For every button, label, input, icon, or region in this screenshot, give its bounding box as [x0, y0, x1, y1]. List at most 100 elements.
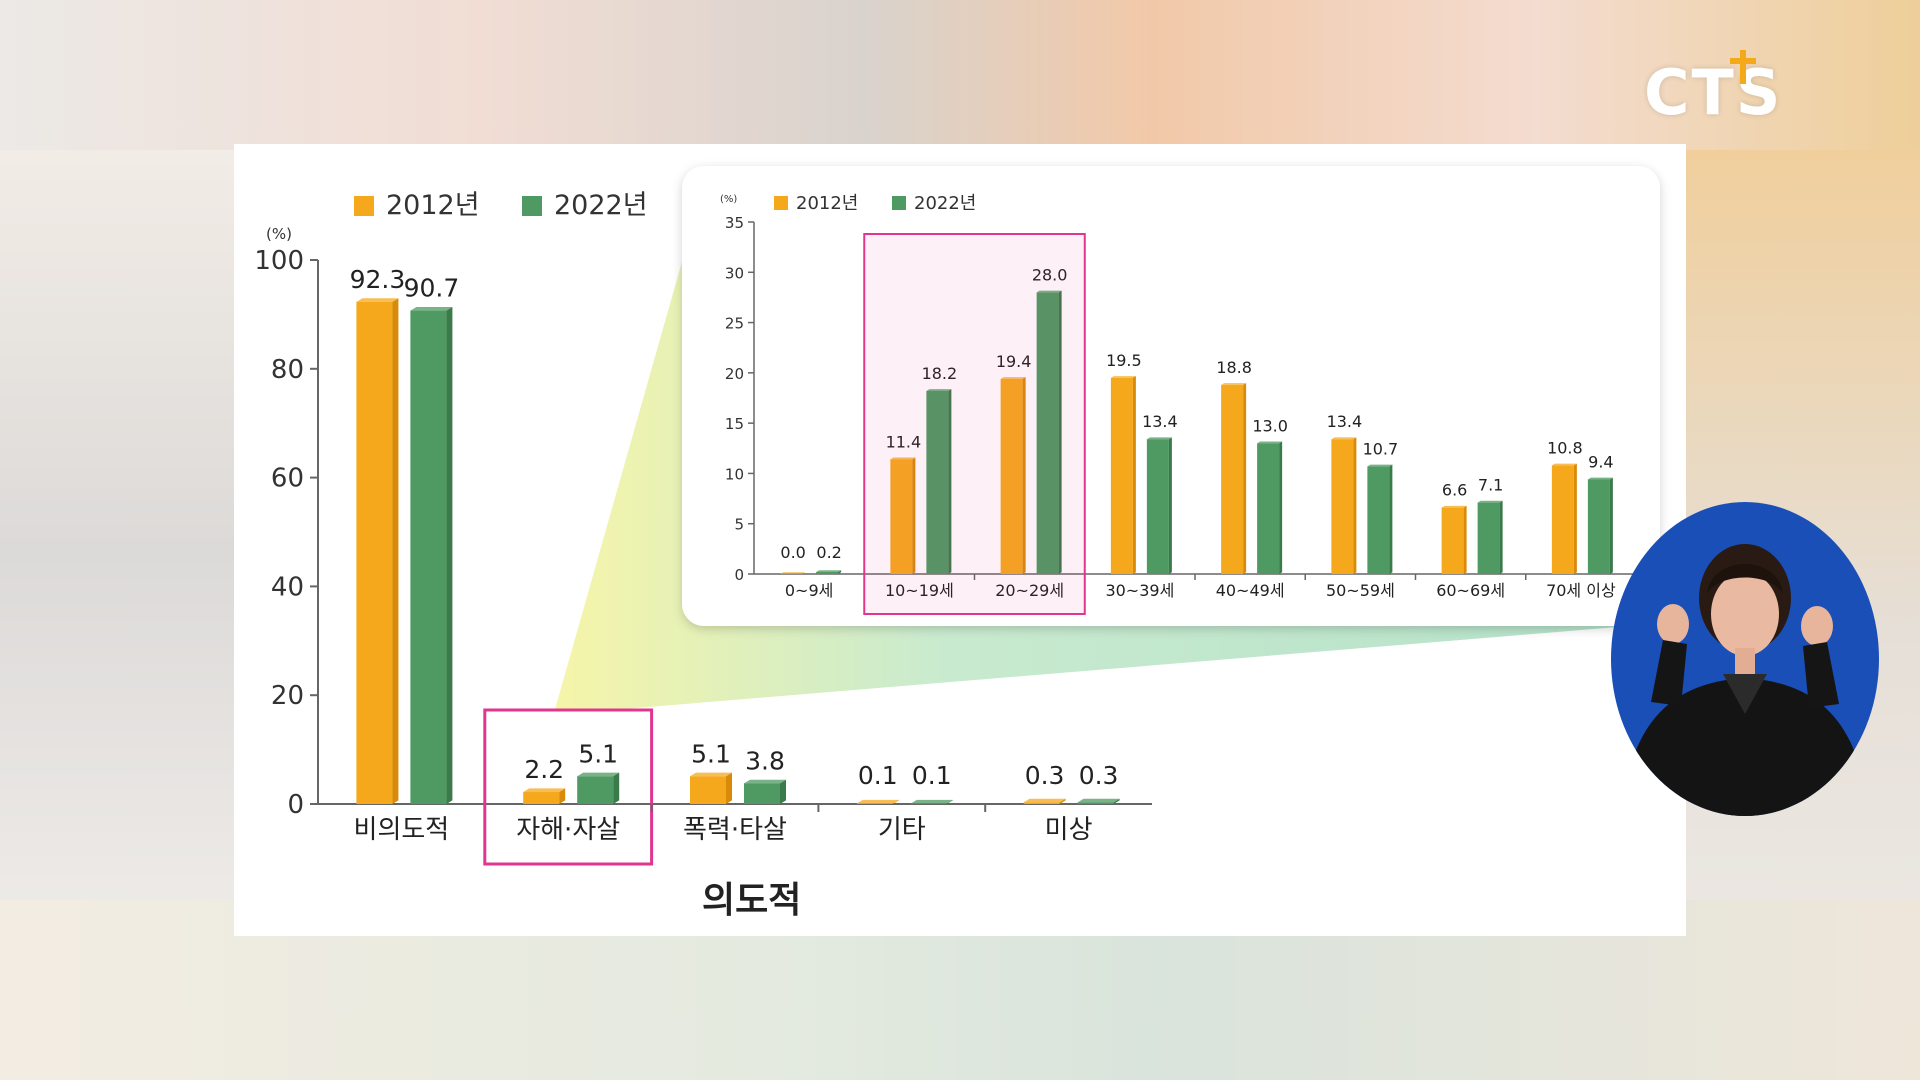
bar-2012년-폭력·타살 [690, 772, 732, 804]
inset-bar-2022년-10~19세-top [926, 389, 952, 391]
inset-bar-2022년-10~19세 [926, 389, 952, 574]
inset-bar-2012년-10~19세-top [890, 457, 916, 460]
chart-canvas: 2012년 2022년(%)02040608010092.390.7비의도적2.2… [254, 166, 1660, 921]
inset-x-tick-label: 70세 이상 [1546, 581, 1616, 600]
inset-chart: 2012년 2022년 (%) 0 5 10 15 20 25 30 35 0.0 0.2 0~9세 11.… [682, 166, 1660, 626]
data-label: 5.1 [691, 739, 731, 768]
inset-data-label: 18.2 [922, 364, 958, 383]
inset-x-tick-label: 40~49세 [1216, 581, 1285, 600]
x-tick-label: 비의도적 [354, 815, 450, 845]
bar-2022년-폭력·타살-side [780, 779, 786, 804]
logo-text: CTS [1644, 56, 1783, 129]
bar-2022년-미상-top [1077, 798, 1120, 803]
data-label: 5.1 [578, 739, 618, 768]
bar-2022년-비의도적 [410, 306, 453, 804]
inset-y-tick-label: 35 [725, 214, 744, 232]
inset-x-tick-label: 10~19세 [885, 581, 954, 600]
bar-2022년-기타-side [946, 799, 953, 804]
inset-x-tick-label: 30~39세 [1105, 581, 1174, 600]
y-tick-label: 20 [271, 681, 304, 711]
inset-data-label: 9.4 [1588, 452, 1613, 471]
inset-data-label: 11.4 [886, 432, 922, 451]
inset-y-axis-unit: (%) [720, 194, 737, 205]
inset-bar-2022년-70세 이상-face [1587, 479, 1610, 574]
inset-bar-2012년-20~29세-side [1022, 377, 1026, 574]
bar-2022년-폭력·타살-top [744, 779, 786, 784]
data-label: 0.3 [1025, 761, 1065, 790]
inset-highlight-box [863, 233, 1086, 615]
bar-2022년-자해·자살-face [577, 776, 614, 804]
cross-icon [1730, 50, 1756, 94]
bar-2022년-자해·자살 [577, 772, 620, 804]
inset-y-tick-label: 5 [734, 516, 744, 534]
inset-bar-2022년-0~9세-face [816, 571, 839, 574]
inset-bar-2012년-0~9세-top [780, 572, 806, 574]
inset-bar-2012년-10~19세-side [912, 457, 916, 574]
inset-legend-label: 2012년 [796, 193, 858, 214]
broadcaster-logo: CTS [1644, 50, 1784, 136]
inset-data-label: 0.2 [816, 543, 841, 562]
bar-2012년-미상-face [1023, 802, 1060, 804]
y-tick-label: 80 [271, 355, 304, 385]
data-label: 90.7 [404, 274, 460, 303]
background-left-band [0, 150, 240, 950]
legend-label: 2012년 [386, 190, 480, 221]
inset-x-tick-label: 0~9세 [785, 581, 834, 600]
inset-data-label: 7.1 [1478, 476, 1503, 495]
inset-data-label: 18.8 [1216, 358, 1252, 377]
inset-data-label: 13.0 [1252, 416, 1288, 435]
inset-bar-2022년-50~59세-side [1389, 464, 1393, 574]
data-label: 0.3 [1079, 761, 1119, 790]
inset-bar-2022년-50~59세 [1367, 464, 1393, 574]
inset-bar-2012년-70세 이상-top [1551, 463, 1577, 466]
bar-2012년-기타-side [892, 799, 899, 804]
inset-bar-2022년-40~49세 [1257, 441, 1283, 574]
data-label: 3.8 [745, 746, 785, 775]
inset-data-label: 0.0 [780, 543, 805, 562]
inset-bar-2012년-20~29세-top [1000, 377, 1026, 379]
inset-bar-2022년-60~69세-side [1499, 500, 1503, 574]
bar-2022년-미상 [1077, 798, 1120, 804]
inset-data-label: 13.4 [1327, 412, 1363, 431]
bar-2022년-미상-side [1113, 798, 1120, 804]
bar-2022년-비의도적-top [410, 306, 453, 311]
inset-bar-2022년-50~59세-face [1367, 466, 1390, 574]
inset-bar-2012년-70세 이상-side [1573, 463, 1577, 574]
inset-bar-2012년-30~39세 [1110, 376, 1136, 574]
inset-bar-2012년-60~69세-face [1441, 507, 1464, 574]
inset-highlight-fill [864, 234, 1085, 614]
inset-bar-2012년-60~69세-side [1463, 505, 1467, 574]
bar-2012년-폭력·타살-face [690, 776, 726, 804]
bar-2012년-기타 [856, 799, 899, 804]
inset-legend-label: 2022년 [914, 193, 976, 214]
inset-bar-2012년-30~39세-face [1110, 377, 1133, 574]
inset-bar-2012년-40~49세 [1221, 383, 1247, 574]
y-tick-label: 100 [254, 246, 304, 276]
inset-bar-2022년-20~29세-top [1036, 290, 1062, 293]
chart-slide: 2012년 2022년 (%) 0 20 40 60 80 100 92.3 90.7 비의도적 2.2… [234, 144, 1686, 936]
inset-bar-2022년-20~29세-face [1036, 292, 1059, 574]
bar-2012년-자해·자살 [523, 788, 566, 804]
inset-bar-2022년-70세 이상-top [1587, 477, 1613, 480]
bar-2012년-기타-top [856, 799, 899, 804]
inset-bar-2012년-50~59세-face [1331, 439, 1354, 574]
bar-2012년-비의도적-side [392, 298, 399, 804]
inset-bar-2012년-70세 이상 [1551, 463, 1577, 574]
bar-2012년-미상 [1023, 798, 1066, 804]
inset-bar-2012년-30~39세-top [1110, 376, 1136, 378]
inset-bar-2022년-40~49세-face [1257, 443, 1280, 574]
inset-bar-2022년-0~9세-top [816, 570, 842, 572]
inset-legend-swatch-2022년 [892, 196, 906, 210]
inset-x-tick-label: 50~59세 [1326, 581, 1395, 600]
sign-language-interpreter [1611, 502, 1879, 816]
inset-bar-2022년-50~59세-top [1367, 464, 1393, 467]
inset-bar-2012년-70세 이상-face [1551, 465, 1574, 574]
inset-bar-2012년-10~19세 [890, 457, 916, 574]
y-tick-label: 0 [287, 790, 304, 820]
x-tick-label: 미상 [1045, 815, 1093, 845]
inset-data-label: 6.6 [1442, 481, 1467, 500]
main-chart: 2012년 2022년(%)02040608010092.390.7비의도적2.2… [254, 190, 1152, 921]
inset-data-label: 28.0 [1032, 265, 1068, 284]
inset-data-label: 13.4 [1142, 412, 1178, 431]
inset-bar-2022년-20~29세 [1036, 290, 1062, 574]
